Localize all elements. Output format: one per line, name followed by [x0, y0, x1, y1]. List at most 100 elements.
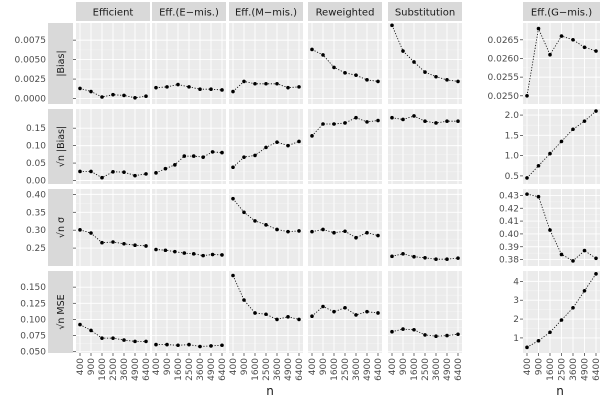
column-3-x-tick-label: 1600 [251, 358, 261, 381]
y-tick-label: 0.15 [26, 124, 46, 134]
panel-r2-c2-point [182, 154, 187, 158]
panel-r4-c3-point [297, 317, 301, 322]
panel-r3-c2-point [173, 249, 177, 254]
row-strip-2 [48, 109, 73, 184]
panel-r2-c4 [308, 109, 382, 184]
panel-r4-c3-point [253, 311, 257, 315]
panel-r3-c2-point [220, 253, 224, 257]
column-4-strip [308, 2, 382, 21]
panel-r1-c4-point [310, 47, 314, 52]
panel-r1-c4-point [332, 65, 336, 70]
y-tick-label: 0.35 [26, 208, 46, 218]
column-2-x-tick-label: 400 [152, 358, 162, 375]
panel-r2-c2 [152, 109, 226, 184]
panel-r1-c5 [388, 23, 462, 104]
side-column-x-tick-label: 6400 [592, 358, 600, 381]
column-4-strip-label: Reweighted [316, 8, 375, 19]
column-1-x-tick-label: 3600 [120, 358, 130, 381]
side-column-x-tick-label: 400 [523, 358, 533, 375]
panel-r4-c2-point [154, 342, 158, 347]
panel-r4-c1-point [89, 328, 93, 333]
side-column-x-tick-label: 4900 [581, 358, 591, 381]
panel-r3-c4 [308, 189, 382, 266]
column-2-x-tick-label: 2500 [185, 358, 195, 381]
panel-r4-c5-point [390, 329, 394, 334]
panel-r2-c3-point [231, 165, 235, 170]
panel-r4-c4-point [332, 309, 336, 314]
side-y-tick-label: 4 [513, 277, 519, 287]
panel-r4-c2-point [176, 343, 180, 348]
column-2-x-tick-label: 3600 [196, 358, 206, 381]
side-y-tick-label: 0.38 [499, 256, 519, 266]
column-4-x-tick-label: 3600 [352, 358, 362, 381]
panel-r1-c3-point [275, 81, 279, 86]
panel-r2-c4-point [321, 122, 325, 126]
side-panel-r4-point [582, 288, 587, 293]
side-y-tick-label: 3 [513, 296, 519, 306]
panel-r3-c1-point [133, 243, 137, 248]
panel-r1-c2 [152, 23, 226, 104]
panel-r3-c4-point [354, 235, 358, 240]
side-panel-r4 [523, 271, 600, 353]
column-1-strip [76, 2, 150, 21]
panel-r3-c3-point [242, 210, 246, 215]
side-column-strip-label: Eff.(G−mis.) [531, 8, 592, 19]
column-5-x-tick-label: 2500 [421, 358, 431, 381]
column-1-x-tick-label: 1600 [98, 358, 108, 381]
column-4-x-tick-label: 2500 [341, 358, 351, 381]
row-strip-1 [48, 23, 73, 104]
y-tick-label: 0.25 [26, 244, 46, 254]
row-label-3: √n σ [56, 217, 67, 238]
side-panel-r4-point [525, 345, 529, 350]
row-strip-4 [48, 271, 73, 353]
panel-r4-c4-point [354, 313, 358, 317]
panel-r2-c5-point [401, 117, 405, 122]
panel-r1-c4-point [343, 71, 347, 75]
y-tick-label: 0.125 [20, 299, 46, 309]
side-panel-r2-point [582, 119, 587, 123]
column-2-x-tick-label: 6400 [218, 358, 228, 381]
panel-r4-c4-point [365, 309, 369, 314]
side-y-tick-label: 0.0265 [488, 36, 520, 46]
panel-r2-c5-point [412, 114, 416, 118]
panel-r4-c2-point [220, 343, 224, 348]
panel-r1-c4-point [365, 78, 369, 82]
panel-r2-c4-point [310, 134, 314, 138]
panel-r4-c2-point [165, 342, 169, 347]
panel-r4-c5-point [456, 332, 460, 337]
panel-r1-c1-point [122, 93, 126, 98]
side-y-tick-label: 0.5 [505, 172, 519, 182]
panel-r4-c4-point [376, 311, 380, 315]
row-label-4: √n MSE [56, 294, 67, 329]
column-5-strip-label: Substitution [395, 8, 455, 19]
y-tick-label: 0.100 [20, 315, 46, 325]
panel-r4-c5 [388, 271, 462, 353]
panel-r3-c2 [152, 189, 226, 266]
column-3-strip [229, 2, 303, 21]
panel-r4-c4-point [343, 306, 347, 310]
panel-r1-c5-point [390, 23, 394, 28]
side-panel-r1-point [582, 45, 587, 50]
panel-r3-c3-point [231, 196, 235, 201]
side-panel-r2-point [525, 176, 529, 180]
panel-r2-c2-point [154, 171, 158, 175]
panel-r3-c2-point [154, 247, 158, 252]
y-tick-label: 0.0025 [15, 75, 47, 85]
panel-r1-c1-point [78, 86, 82, 91]
y-tick-label: 0.10 [26, 142, 46, 152]
panel-r2-c5-point [423, 119, 427, 124]
side-column-x-tick-label: 3600 [569, 358, 579, 381]
column-3-strip-label: Eff.(M−mis.) [235, 8, 297, 19]
column-5-x-tick-label: 900 [399, 358, 409, 375]
panel-r1-c3-point [253, 81, 257, 86]
panel-r4-c1-point [122, 338, 126, 342]
panel-r1-c2-point [209, 87, 213, 92]
side-panel-r4-point [594, 272, 598, 276]
column-3-x-tick-label: 6400 [295, 358, 305, 381]
column-3-x-tick-label: 3600 [273, 358, 283, 381]
side-column-x-tick-label: 1600 [546, 358, 556, 381]
panel-r1-c3-point [264, 81, 268, 86]
column-2-x-tick-label: 900 [163, 358, 173, 375]
panel-r4-c1-point [133, 339, 137, 344]
side-y-tick-label: 0.0255 [488, 73, 520, 83]
